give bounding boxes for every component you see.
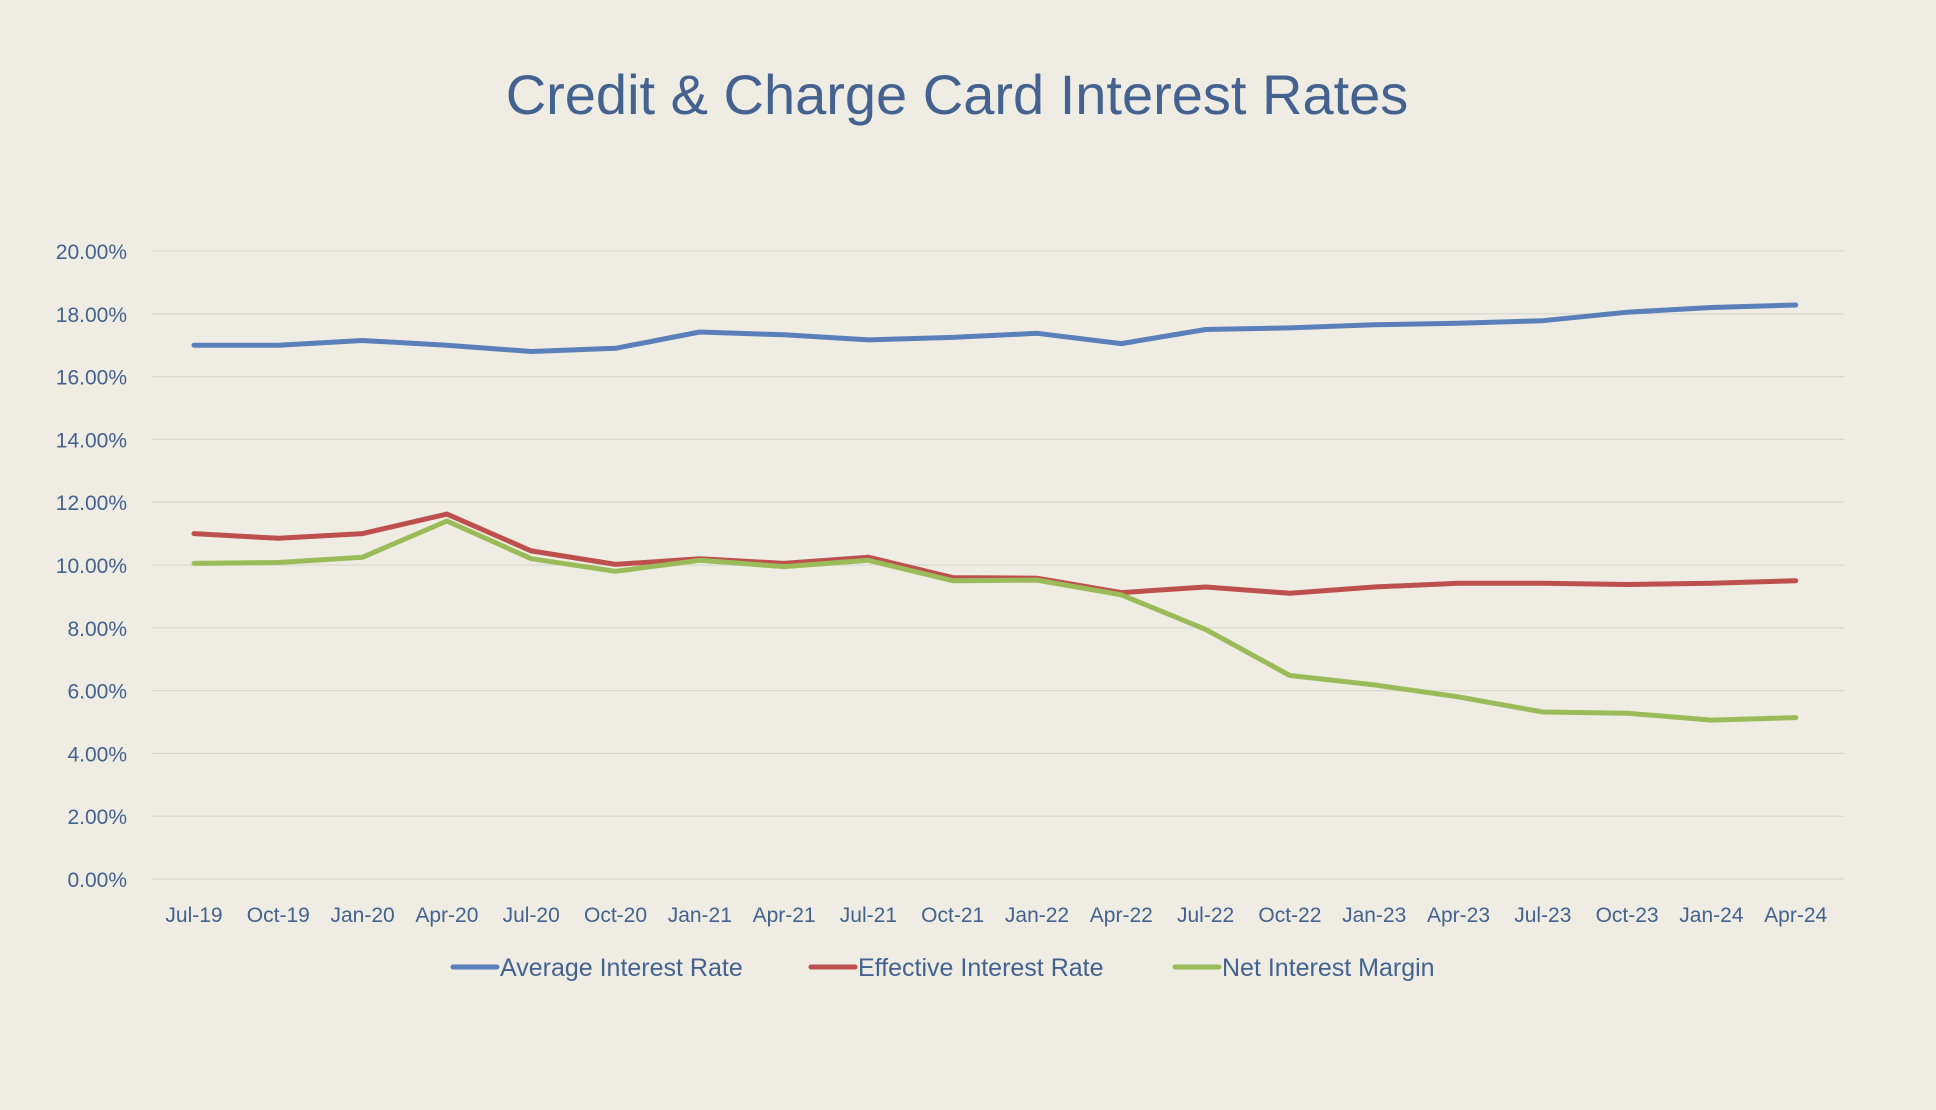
x-tick-label: Apr-23	[1427, 904, 1490, 927]
y-tick-label: 16.00%	[56, 367, 127, 390]
legend-label: Net Interest Margin	[1222, 954, 1435, 982]
x-tick-label: Apr-21	[753, 904, 816, 927]
x-tick-label: Oct-23	[1596, 904, 1659, 927]
legend-item-average-interest-rate: Average Interest Rate	[450, 954, 743, 982]
x-tick-label: Jan-22	[1005, 904, 1069, 927]
x-tick-label: Jan-24	[1679, 904, 1744, 927]
y-tick-label: 8.00%	[67, 618, 127, 641]
x-tick-label: Jul-19	[165, 904, 222, 927]
x-tick-label: Jul-23	[1514, 904, 1571, 927]
gridlines	[152, 250, 1844, 880]
legend-label: Effective Interest Rate	[858, 954, 1104, 982]
series-line-average-interest-rate	[191, 302, 1799, 354]
x-tick-label: Jul-22	[1177, 904, 1234, 927]
x-tick-label: Oct-19	[247, 904, 310, 927]
series-line-net-interest-margin	[191, 518, 1799, 723]
x-tick-label: Apr-20	[415, 904, 478, 927]
x-tick-label: Oct-22	[1258, 904, 1321, 927]
x-axis-tick-labels: Jul-19 Oct-19 Jan-20 Apr-20 Jul-20 Oct-20 Jan-…	[165, 904, 1827, 927]
x-tick-label: Jan-23	[1342, 904, 1406, 927]
x-tick-label: Oct-21	[921, 904, 984, 927]
legend-item-net-interest-margin: Net Interest Margin	[1172, 954, 1435, 982]
legend-item-effective-interest-rate: Effective Interest Rate	[808, 954, 1104, 982]
x-tick-label: Jul-20	[503, 904, 560, 927]
y-axis-tick-labels: 0.00% 2.00% 4.00% 6.00% 8.00% 10.00% 12.00% 14.…	[56, 241, 127, 892]
y-tick-label: 20.00%	[56, 241, 127, 264]
series-lines	[191, 302, 1799, 723]
x-tick-label: Oct-20	[584, 904, 647, 927]
x-tick-label: Jan-21	[668, 904, 732, 927]
y-tick-label: 6.00%	[67, 681, 127, 704]
y-tick-label: 10.00%	[56, 555, 127, 578]
chart-title: Credit & Charge Card Interest Rates	[506, 63, 1409, 126]
y-tick-label: 4.00%	[67, 743, 127, 766]
y-tick-label: 14.00%	[56, 429, 127, 452]
legend-label: Average Interest Rate	[500, 954, 743, 982]
x-tick-label: Jan-20	[330, 904, 394, 927]
legend: Average Interest Rate Effective Interest …	[450, 954, 1435, 982]
x-tick-label: Apr-22	[1090, 904, 1153, 927]
y-tick-label: 12.00%	[56, 492, 127, 515]
x-tick-label: Jul-21	[840, 904, 897, 927]
y-tick-label: 2.00%	[67, 806, 127, 829]
x-tick-label: Apr-24	[1764, 904, 1827, 927]
y-tick-label: 18.00%	[56, 304, 127, 327]
y-tick-label: 0.00%	[67, 869, 127, 892]
